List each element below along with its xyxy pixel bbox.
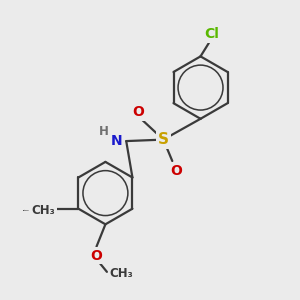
Text: O: O [132,105,144,119]
Text: H: H [99,125,109,138]
Text: O: O [91,248,102,262]
Text: S: S [158,132,169,147]
Text: O: O [40,202,52,216]
Text: methoxy: methoxy [23,210,30,211]
Text: O: O [170,164,182,178]
Text: N: N [111,134,122,148]
Text: CH₃: CH₃ [32,204,56,217]
Text: CH₃: CH₃ [110,267,134,280]
Text: Cl: Cl [204,27,219,41]
